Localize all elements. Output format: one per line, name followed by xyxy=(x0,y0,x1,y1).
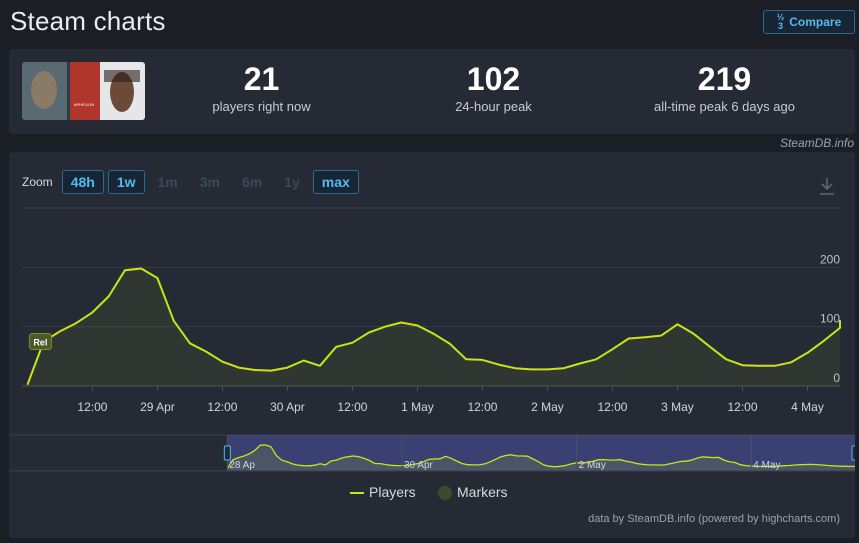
chart-panel: Zoom 48h 1w 1m 3m 6m 1y max Rel 0 100 200 … xyxy=(9,152,855,538)
current-players-stat: 21 players right now xyxy=(174,61,349,114)
release-marker: Rel xyxy=(28,333,52,350)
zoom-bar: Zoom 48h 1w 1m 3m 6m 1y max xyxy=(22,170,359,194)
zoom-48h-button[interactable]: 48h xyxy=(61,170,104,194)
navigator-selection xyxy=(227,435,855,471)
navigator-left-handle[interactable] xyxy=(223,445,231,461)
x-tick-label: 29 Apr xyxy=(140,400,175,414)
x-tick-label: 4 May xyxy=(791,400,824,414)
players-area xyxy=(27,268,840,386)
x-tick-label: 1 May xyxy=(401,400,434,414)
day-peak-value: 102 xyxy=(466,61,521,97)
x-tick-label: 12:00 xyxy=(467,400,497,414)
navigator-line xyxy=(226,444,855,470)
players-line xyxy=(26,267,841,386)
navigator-right-handle[interactable] xyxy=(851,445,855,461)
zoom-max-button[interactable]: max xyxy=(312,170,359,194)
current-players-value: 21 xyxy=(243,61,280,97)
y-tick-label: 0 xyxy=(833,371,840,385)
page-title: Steam charts xyxy=(10,6,166,36)
x-tick-label: 12:00 xyxy=(207,400,237,414)
zoom-1w-button[interactable]: 1w xyxy=(107,170,145,194)
legend-label: Players xyxy=(369,484,416,500)
zoom-1m-button[interactable]: 1m xyxy=(157,174,178,190)
zoom-6m-button[interactable]: 6m xyxy=(241,174,263,190)
x-tick-label: 12:00 xyxy=(337,400,367,414)
download-icon[interactable] xyxy=(819,176,835,196)
y-tick-label: 100 xyxy=(820,312,840,326)
x-tick-label: 3 May xyxy=(661,400,694,414)
all-time-peak-label: all-time peak 6 days ago xyxy=(654,99,795,114)
day-peak-label: 24-hour peak xyxy=(455,99,532,114)
all-time-peak-stat: 219 all-time peak 6 days ago xyxy=(637,61,812,114)
marker-label: Rel xyxy=(33,338,47,348)
navigator-label: 4 May xyxy=(753,460,780,471)
x-tick-label: 12:00 xyxy=(597,400,627,414)
legend-item-players[interactable]: Players xyxy=(350,484,416,500)
steamdb-attribution[interactable]: SteamDB.info xyxy=(779,136,854,150)
chart-credits[interactable]: data by SteamDB.info (powered by highcha… xyxy=(588,513,840,525)
legend-label: Markers xyxy=(457,484,508,500)
x-tick-label: 30 Apr xyxy=(270,400,305,414)
game-artwork-image: APHELION xyxy=(22,62,145,120)
all-time-peak-value: 219 xyxy=(697,61,752,97)
zoom-label: Zoom xyxy=(22,175,53,189)
y-tick-label: 200 xyxy=(820,252,840,266)
zoom-1y-button[interactable]: 1y xyxy=(284,174,300,190)
game-logo-text: APHELION xyxy=(74,102,94,107)
x-tick-label: 12:00 xyxy=(77,400,107,414)
day-peak-stat: 102 24-hour peak xyxy=(406,61,581,114)
stats-panel: APHELION 21 players right now 102 24-hou… xyxy=(9,49,855,134)
current-players-label: players right now xyxy=(212,99,311,114)
legend-circle-symbol xyxy=(438,486,452,500)
navigator-label: 2 May xyxy=(579,460,606,471)
player-count-chart: Rel 0 100 200 12:00 29 Apr 12:00 30 Apr 12:00 1… xyxy=(9,207,855,525)
marker-flag xyxy=(28,333,52,350)
navigator-label: 28 Ap xyxy=(229,460,255,471)
legend-item-markers[interactable]: Markers xyxy=(438,484,508,500)
compare-label: Compare xyxy=(789,15,842,29)
x-tick-label: 12:00 xyxy=(727,400,757,414)
game-thumbnail[interactable]: APHELION xyxy=(22,62,145,120)
zoom-3m-button[interactable]: 3m xyxy=(199,174,220,190)
x-tick-label: 2 May xyxy=(531,400,564,414)
navigator-label: 30 Apr xyxy=(404,460,434,471)
